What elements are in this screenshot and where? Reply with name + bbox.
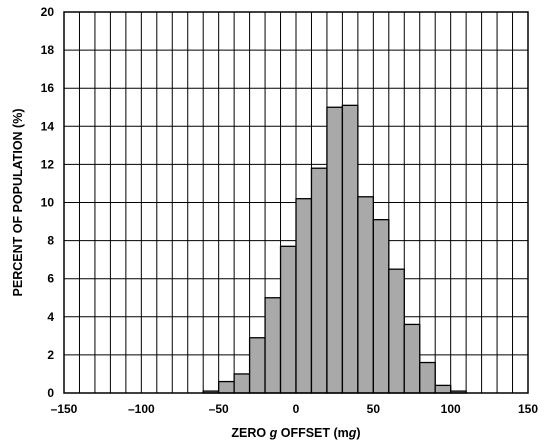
x-tick-label: 150 bbox=[518, 402, 538, 416]
x-tick-label: –50 bbox=[209, 402, 229, 416]
histogram-bar bbox=[233, 373, 251, 394]
x-axis-title: ZERO g OFFSET (mg) bbox=[231, 426, 360, 440]
histogram-bar bbox=[279, 245, 297, 394]
x-tick-label: –150 bbox=[51, 402, 78, 416]
histogram-bar bbox=[419, 361, 436, 394]
x-axis-title-part: OFFSET (m bbox=[277, 426, 349, 440]
y-tick-label: 12 bbox=[41, 157, 55, 171]
histogram-bar bbox=[341, 104, 359, 394]
histogram-bar bbox=[248, 337, 266, 394]
x-axis-title-part: g bbox=[348, 426, 357, 440]
y-tick-label: 14 bbox=[41, 119, 55, 133]
x-tick-labels: –150 –100 –50 0 50 100 150 bbox=[51, 402, 539, 416]
y-tick-label: 20 bbox=[41, 5, 55, 19]
x-tick-label: 100 bbox=[441, 402, 461, 416]
plot-frame bbox=[63, 11, 529, 394]
histogram-bar bbox=[372, 218, 390, 394]
x-tick-label: 50 bbox=[367, 402, 381, 416]
histogram-bar bbox=[310, 167, 328, 394]
bars bbox=[202, 104, 467, 394]
y-tick-labels: 0 2 4 6 8 10 12 14 16 18 20 bbox=[41, 5, 55, 400]
histogram-bar bbox=[218, 380, 235, 394]
histogram-bar bbox=[357, 196, 374, 394]
y-tick-label: 16 bbox=[41, 81, 55, 95]
histogram-bar bbox=[264, 297, 282, 394]
y-tick-label: 4 bbox=[47, 310, 54, 324]
histogram-bar bbox=[326, 106, 344, 394]
plot-border bbox=[63, 11, 529, 394]
y-tick-label: 18 bbox=[41, 43, 55, 57]
y-tick-label: 6 bbox=[47, 272, 54, 286]
x-axis-title-part: g bbox=[269, 426, 278, 440]
x-axis-title-part: ) bbox=[356, 426, 360, 440]
histogram-bar bbox=[403, 323, 421, 394]
y-tick-label: 0 bbox=[47, 386, 54, 400]
histogram-bar bbox=[388, 268, 405, 394]
histogram-bar bbox=[434, 384, 452, 394]
y-axis-title: PERCENT OF POPULATION (%) bbox=[11, 109, 25, 297]
x-axis-title-part: ZERO bbox=[231, 426, 269, 440]
x-tick-label: 0 bbox=[293, 402, 300, 416]
x-tick-label: –100 bbox=[128, 402, 155, 416]
y-tick-label: 10 bbox=[41, 196, 55, 210]
y-tick-label: 2 bbox=[47, 348, 54, 362]
y-tick-label: 8 bbox=[47, 234, 54, 248]
histogram-bar bbox=[295, 198, 313, 394]
